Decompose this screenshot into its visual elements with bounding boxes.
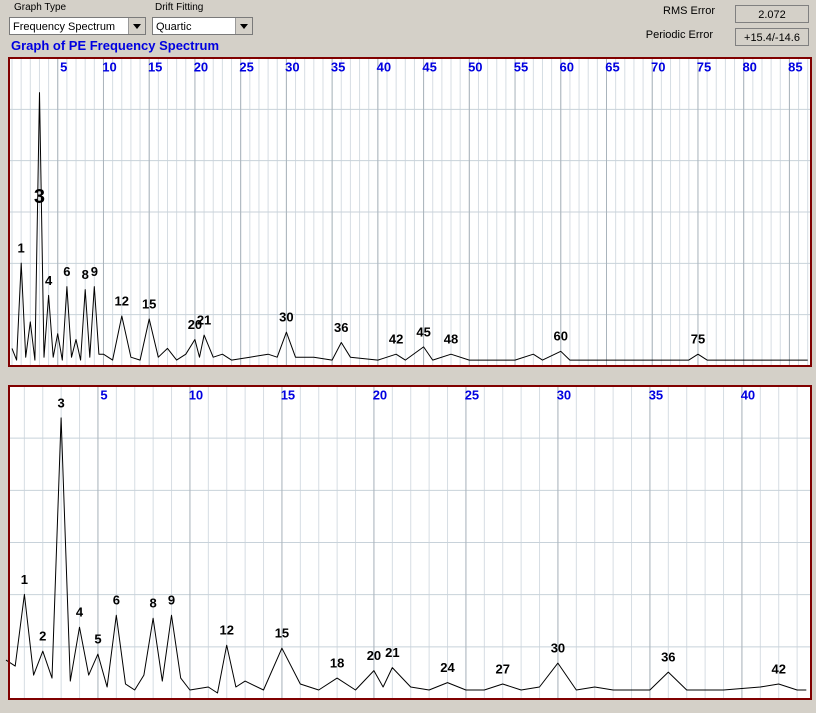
- peak-label: 60: [554, 329, 568, 344]
- peak-label: 6: [113, 593, 120, 608]
- peak-label: 48: [444, 332, 458, 347]
- x-tick-label: 35: [649, 387, 663, 402]
- peak-label: 42: [771, 661, 785, 676]
- peak-label: 4: [76, 605, 84, 620]
- x-tick-label: 5: [100, 387, 107, 402]
- graph-type-value: Frequency Spectrum: [13, 21, 116, 33]
- peak-label: 20: [367, 648, 381, 663]
- peak-label: 8: [82, 267, 89, 282]
- peak-label: 2: [39, 629, 46, 644]
- peak-label: 3: [58, 395, 65, 410]
- peak-label: 1: [18, 241, 25, 256]
- peak-label: 15: [275, 626, 289, 641]
- x-tick-label: 15: [148, 59, 162, 74]
- x-tick-label: 35: [331, 59, 345, 74]
- x-tick-label: 65: [605, 59, 619, 74]
- peak-label: 36: [334, 320, 348, 335]
- x-tick-label: 55: [514, 59, 528, 74]
- peak-label: 9: [168, 593, 175, 608]
- graph-type-select[interactable]: Frequency Spectrum: [9, 17, 146, 35]
- rms-label: RMS Error: [663, 5, 715, 17]
- x-tick-label: 60: [560, 59, 574, 74]
- peak-label: 21: [385, 645, 399, 660]
- graph-type-label: Graph Type: [14, 2, 67, 13]
- plot-border: [8, 57, 812, 367]
- x-tick-label: 10: [102, 59, 116, 74]
- x-tick-label: 10: [189, 387, 203, 402]
- x-tick-label: 40: [741, 387, 755, 402]
- x-tick-label: 30: [557, 387, 571, 402]
- x-tick-label: 85: [788, 59, 802, 74]
- peak-label: 15: [142, 296, 156, 311]
- peak-label: 18: [330, 656, 344, 671]
- x-tick-label: 5: [60, 59, 67, 74]
- peak-label: 36: [661, 650, 675, 665]
- x-tick-label: 20: [194, 59, 208, 74]
- drift-select[interactable]: Quartic: [152, 17, 253, 35]
- x-tick-label: 25: [239, 59, 253, 74]
- peak-label: 9: [91, 264, 98, 279]
- peak-label: 45: [416, 324, 430, 339]
- peak-label: 12: [115, 293, 129, 308]
- x-tick-label: 40: [377, 59, 391, 74]
- periodic-value: +15.4/-14.6: [735, 28, 809, 46]
- peak-label: 42: [389, 332, 403, 347]
- x-tick-label: 30: [285, 59, 299, 74]
- spectrum-line: [5, 417, 807, 694]
- x-tick-label: 20: [373, 387, 387, 402]
- x-tick-label: 70: [651, 59, 665, 74]
- spectrum-line: [11, 92, 808, 361]
- x-tick-label: 25: [465, 387, 479, 402]
- x-tick-label: 45: [422, 59, 436, 74]
- rms-value: 2.072: [735, 5, 809, 23]
- x-tick-label: 50: [468, 59, 482, 74]
- x-tick-label: 15: [281, 387, 295, 402]
- peak-label: 8: [150, 596, 157, 611]
- peak-label: 5: [94, 632, 101, 647]
- peak-label: 6: [63, 264, 70, 279]
- peak-label: 3: [34, 186, 45, 208]
- peak-label: 30: [279, 310, 293, 325]
- peak-label: 30: [551, 641, 565, 656]
- peak-label: 1: [21, 572, 28, 587]
- graph-title: Graph of PE Frequency Spectrum: [11, 38, 220, 53]
- plot-border: [8, 385, 812, 700]
- dropdown-button[interactable]: [235, 18, 252, 34]
- peak-label: 4: [45, 273, 53, 288]
- peak-label: 27: [495, 661, 509, 676]
- peak-label: 20: [188, 317, 202, 332]
- drift-value: Quartic: [156, 21, 192, 33]
- dropdown-button[interactable]: [128, 18, 145, 34]
- peak-label: 75: [691, 332, 705, 347]
- periodic-label: Periodic Error: [645, 29, 713, 41]
- x-tick-label: 80: [742, 59, 756, 74]
- x-tick-label: 75: [697, 59, 711, 74]
- peak-label: 24: [440, 660, 455, 675]
- drift-label: Drift Fitting: [155, 2, 204, 13]
- peak-label: 21: [197, 313, 211, 328]
- peak-label: 12: [220, 623, 234, 638]
